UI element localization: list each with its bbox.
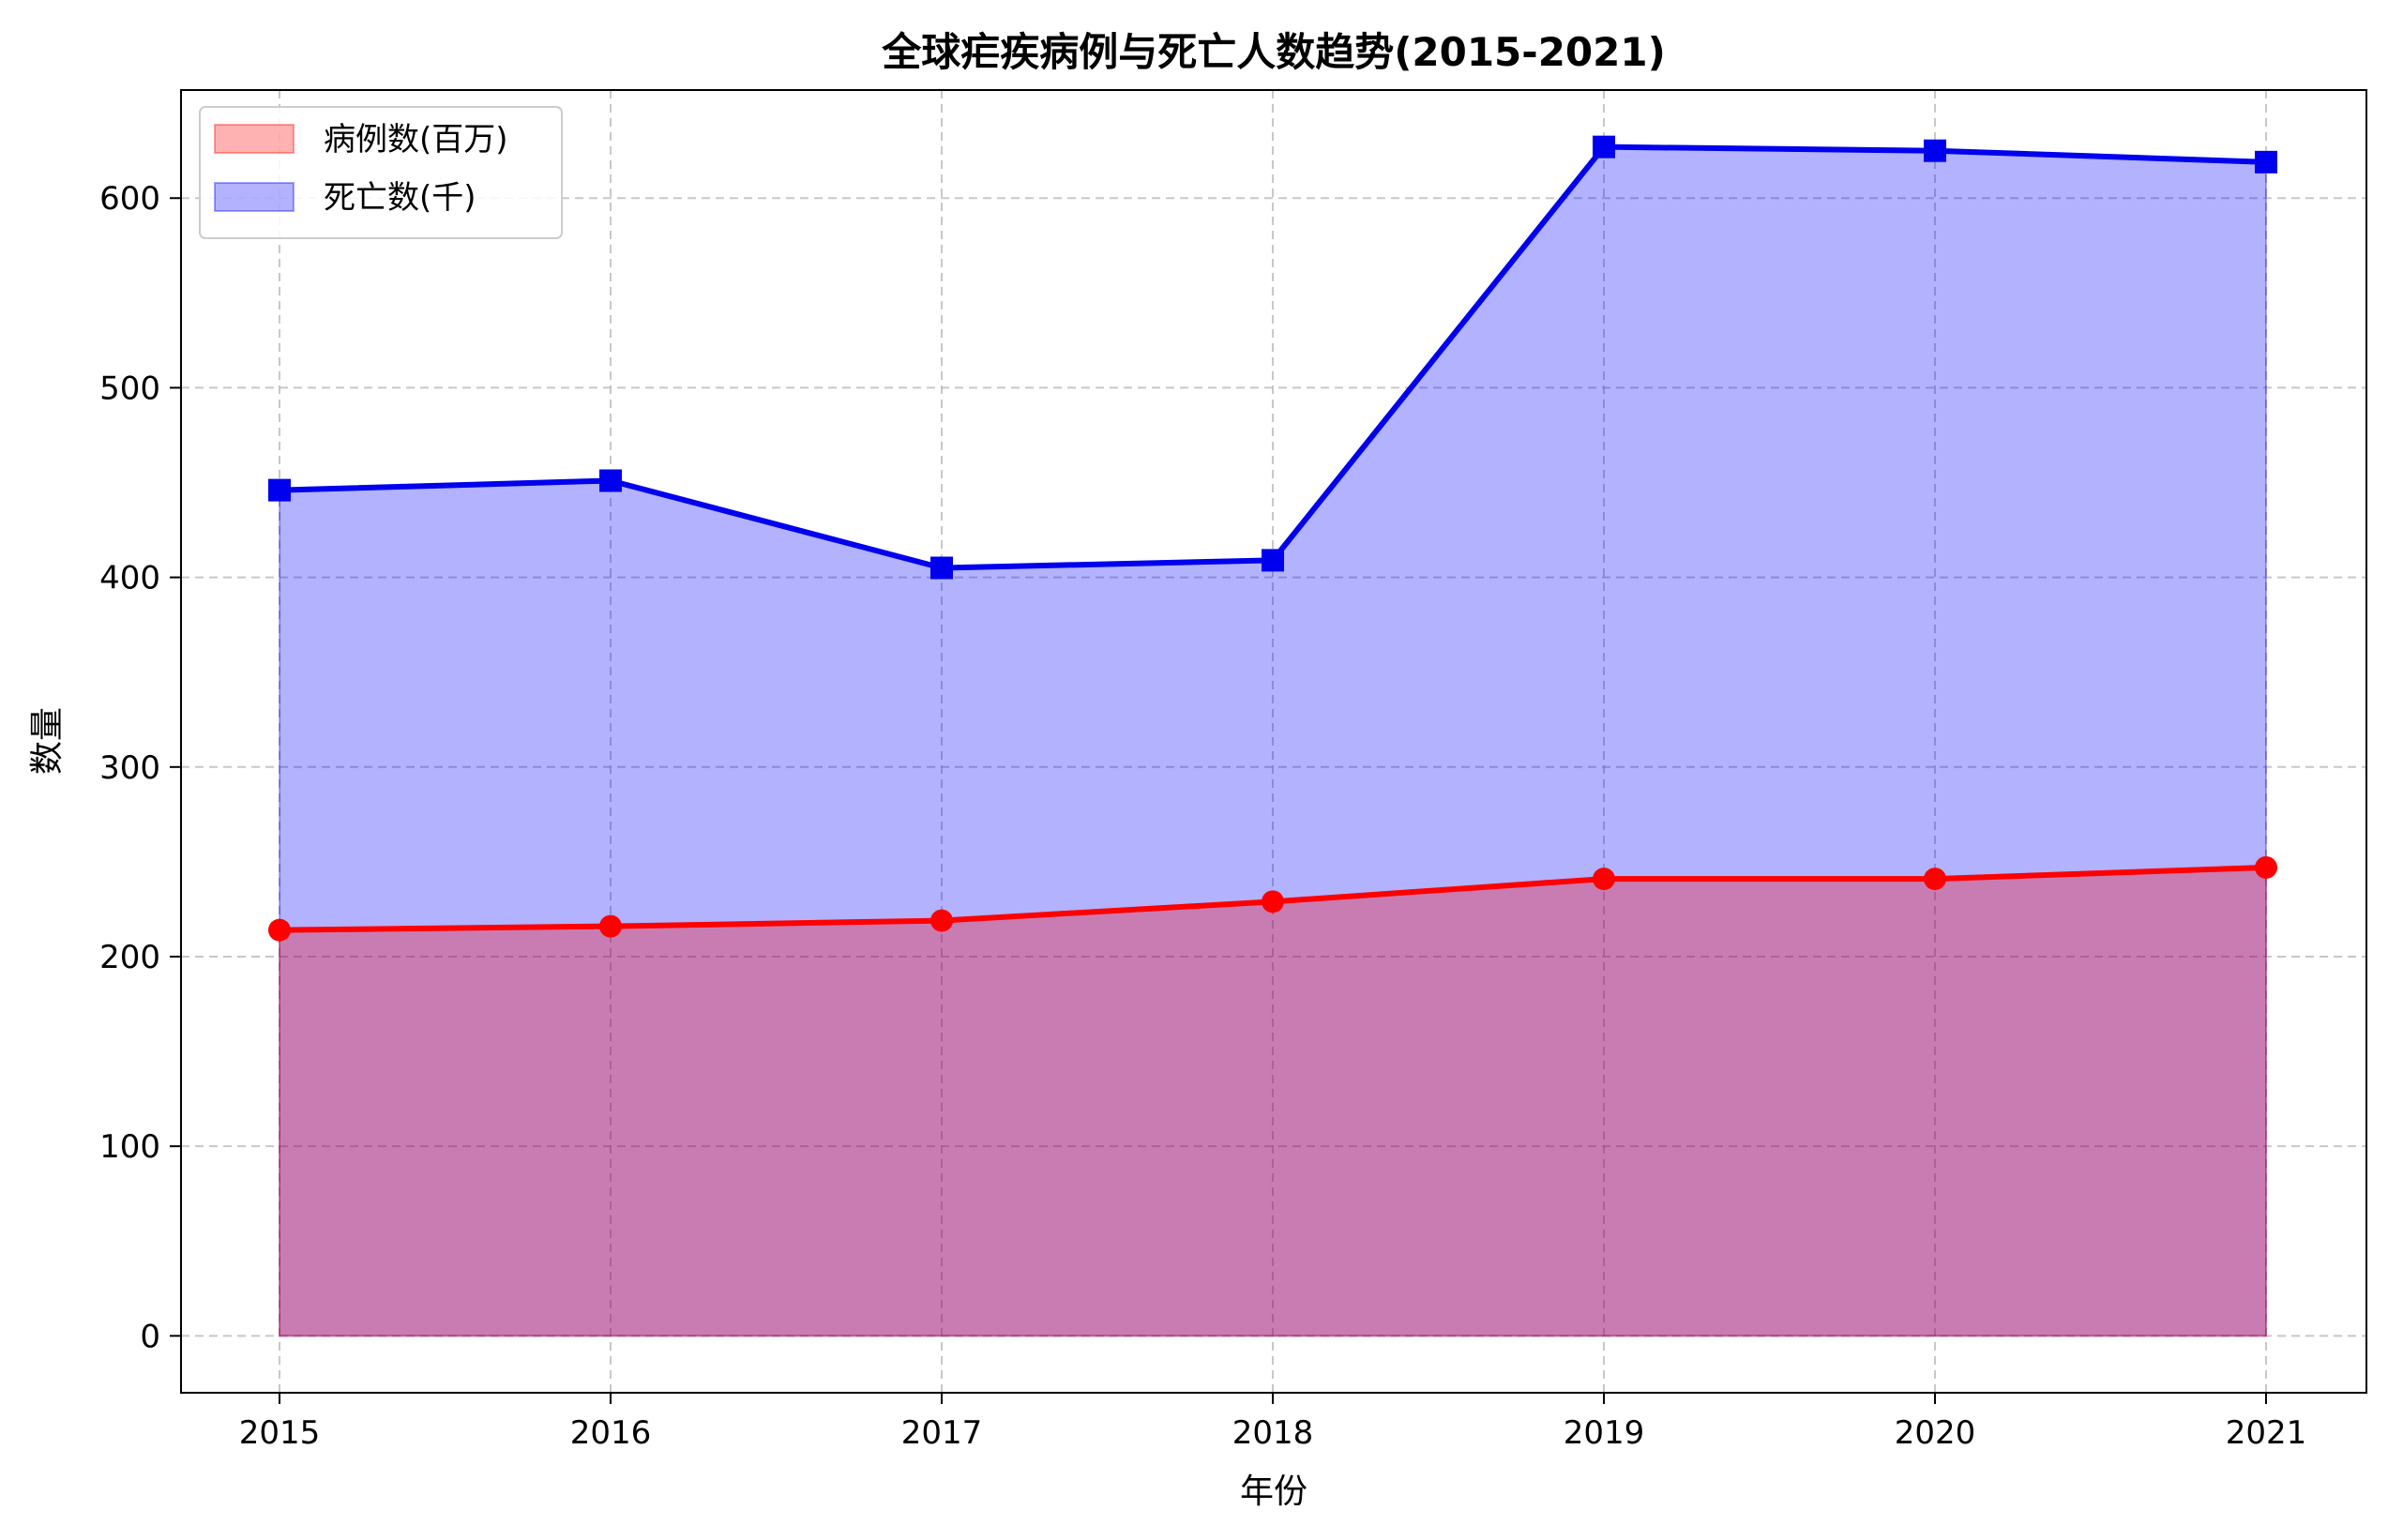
legend-label-deaths: 死亡数(千) [324, 179, 476, 217]
data-point-cases-2017 [930, 909, 953, 932]
y-tick-label-300: 300 [99, 749, 160, 787]
data-point-cases-2018 [1262, 890, 1284, 913]
data-point-deaths-2021 [2255, 150, 2277, 174]
y-tick-label-600: 600 [99, 180, 160, 218]
data-point-cases-2015 [268, 918, 291, 942]
x-axis-ticks: 2015 2016 2017 2018 2019 2020 2021 [239, 1393, 2307, 1452]
y-tick-label-200: 200 [99, 939, 160, 976]
legend-swatch-cases [214, 124, 295, 154]
x-tick-label-2021: 2021 [2226, 1414, 2307, 1452]
legend: 病例数(百万) 死亡数(千) [199, 106, 563, 239]
data-point-deaths-2015 [268, 478, 291, 502]
data-point-deaths-2016 [599, 469, 622, 492]
area-fill-series-0 [279, 866, 2267, 1337]
data-point-cases-2016 [599, 914, 622, 938]
y-axis-ticks: 0 100 200 300 400 500 600 [99, 180, 181, 1355]
series-markers [268, 135, 2277, 942]
data-point-deaths-2017 [930, 556, 953, 580]
data-point-cases-2021 [2255, 855, 2277, 879]
x-tick-label-2018: 2018 [1232, 1414, 1314, 1452]
x-tick-label-2016: 2016 [570, 1414, 652, 1452]
grid [181, 90, 2366, 1393]
data-point-deaths-2019 [1593, 135, 1615, 159]
data-point-cases-2020 [1924, 868, 1946, 891]
legend-box [199, 106, 563, 239]
y-tick-label-100: 100 [99, 1128, 160, 1166]
y-tick-label-0: 0 [140, 1318, 160, 1355]
legend-label-cases: 病例数(百万) [324, 121, 508, 159]
y-axis-label: 数量 [28, 707, 67, 775]
x-tick-label-2020: 2020 [1895, 1414, 1976, 1452]
x-axis-label: 年份 [1240, 1472, 1307, 1511]
data-point-deaths-2018 [1262, 549, 1284, 572]
y-tick-label-400: 400 [99, 560, 160, 597]
x-tick-label-2015: 2015 [239, 1414, 321, 1452]
area-fills [279, 145, 2267, 1337]
chart-title: 全球疟疾病例与死亡人数趋势(2015-2021) [881, 29, 1666, 75]
data-point-cases-2019 [1593, 868, 1615, 891]
legend-swatch-deaths [214, 182, 295, 212]
x-tick-label-2017: 2017 [901, 1414, 983, 1452]
data-point-deaths-2020 [1924, 139, 1946, 162]
x-tick-label-2019: 2019 [1564, 1414, 1645, 1452]
y-tick-label-500: 500 [99, 370, 160, 407]
